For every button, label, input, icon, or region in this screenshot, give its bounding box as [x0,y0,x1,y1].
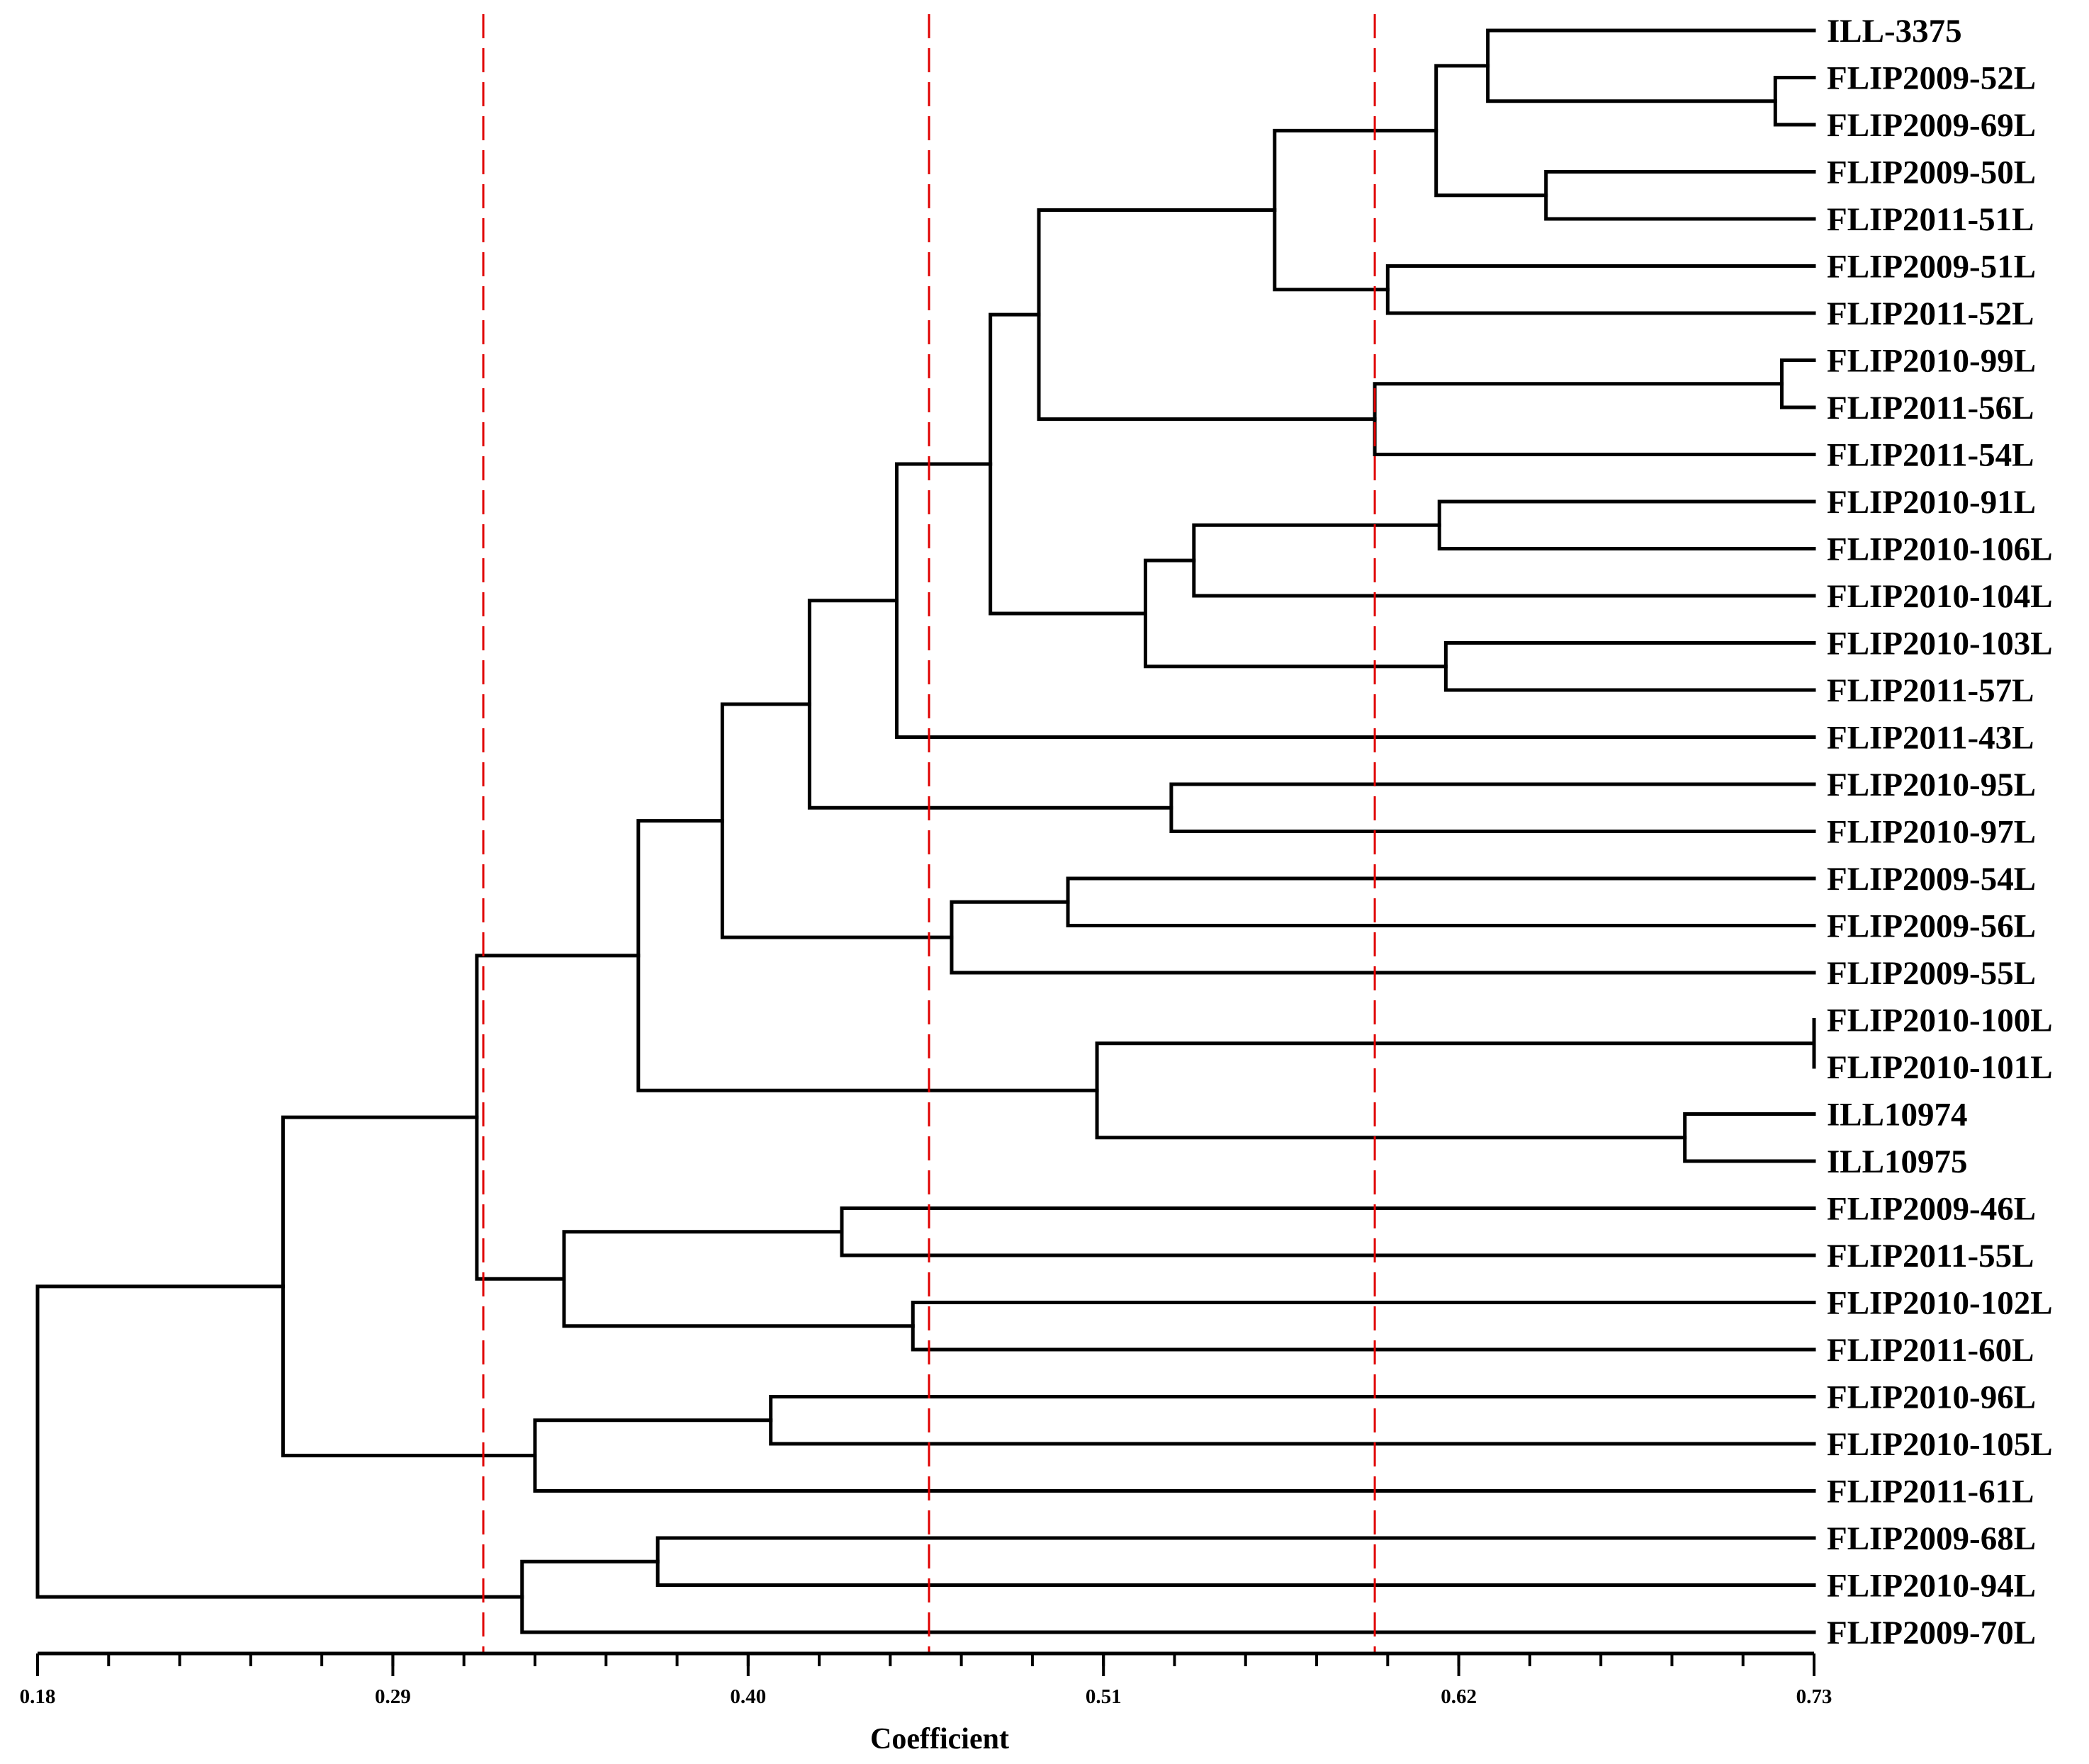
dendrogram-branches [35,28,1816,1634]
branch-k1 [769,1395,1816,1446]
leaf-label: FLIP2010-99L [1827,343,2036,380]
branch-d2 [1192,523,1816,598]
branch-a5 [1385,264,1816,315]
leaf-label: FLIP2009-51L [1827,249,2036,285]
x-tick-label: 0.40 [730,1685,766,1708]
leaf-labels: ILL-3375 FLIP2009-52L FLIP2009-69L FLIP2009… [1827,13,2053,1651]
leaf-label: FLIP2010-103L [1827,626,2053,662]
branch-d1 [1437,499,1816,550]
branch-e4 [720,702,954,939]
leaf-label: FLIP2010-106L [1827,531,2053,568]
branch-f1 [1169,782,1816,833]
leaf-label: FLIP2010-105L [1827,1426,2053,1463]
leaf-label: FLIP2011-60L [1827,1332,2034,1369]
branch-g1 [1066,876,1816,927]
branch-a4 [1434,64,1548,198]
branch-i3 [562,1230,915,1328]
leaf-label: FLIP2010-104L [1827,578,2053,615]
x-tick-label: 0.18 [20,1685,56,1708]
branch-a3 [1544,170,1816,221]
leaf-label: FLIP2009-54L [1827,861,2036,898]
branch-b1 [1779,358,1816,409]
branch-i1 [840,1206,1816,1257]
x-axis-title: Coefficient [870,1723,1009,1755]
leaf-label: ILL10975 [1827,1143,1968,1180]
leaf-label: FLIP2010-96L [1827,1379,2036,1416]
branch-root [35,1284,524,1599]
leaf-label: FLIP2010-94L [1827,1568,2036,1605]
branch-e1 [989,312,1147,616]
leaf-label: FLIP2009-69L [1827,107,2036,144]
leaf-label: FLIP2011-61L [1827,1474,2034,1510]
branch-h3 [1095,1041,1816,1140]
leaf-label: FLIP2009-68L [1827,1520,2036,1557]
x-tick-label: 0.73 [1796,1685,1832,1708]
branch-h2 [1683,1112,1816,1163]
leaf-label: FLIP2010-101L [1827,1049,2053,1086]
x-axis: 0.18 0.29 0.40 0.51 0.62 0.73 [20,1651,1832,1708]
leaf-label: FLIP2009-55L [1827,955,2036,992]
branch-e5 [636,819,1099,1092]
branch-l1 [281,1115,537,1458]
branch-g2 [950,900,1816,975]
branch-c1 [1037,208,1377,422]
leaf-label: FLIP2010-100L [1827,1002,2053,1039]
leaf-label: ILL10974 [1827,1097,1968,1133]
branch-k2 [533,1418,1816,1493]
leaf-label: FLIP2011-55L [1827,1238,2034,1274]
leaf-label: FLIP2010-91L [1827,484,2036,521]
leaf-label: FLIP2010-97L [1827,814,2036,851]
branch-i2 [911,1301,1816,1352]
branch-m1 [655,1536,1816,1587]
leaf-label: FLIP2009-70L [1827,1615,2036,1651]
leaf-label: FLIP2010-95L [1827,767,2036,803]
leaf-label: FLIP2011-56L [1827,390,2034,426]
leaf-label: FLIP2011-57L [1827,672,2034,709]
branch-e3 [807,599,1173,810]
x-tick-label: 0.62 [1441,1685,1477,1708]
leaf-label: FLIP2011-52L [1827,295,2034,332]
leaf-label: FLIP2011-51L [1827,201,2034,238]
branch-a2 [1486,28,1816,103]
leaf-label: FLIP2011-43L [1827,720,2034,757]
branch-b2 [1373,382,1816,456]
x-tick-label: 0.51 [1086,1685,1122,1708]
x-tick-label: 0.29 [375,1685,411,1708]
branch-d3 [1443,641,1816,692]
branch-d4 [1143,558,1448,669]
branch-a1 [1773,76,1816,127]
branch-e2 [894,462,1816,739]
leaf-label: FLIP2011-54L [1827,437,2034,474]
cut-lines [482,14,1376,1653]
leaf-label: FLIP2009-50L [1827,154,2036,191]
branch-m2 [520,1559,1816,1634]
leaf-label: FLIP2009-46L [1827,1191,2036,1228]
leaf-label: ILL-3375 [1827,13,1962,50]
leaf-label: FLIP2009-56L [1827,908,2036,945]
leaf-label: FLIP2009-52L [1827,60,2036,97]
leaf-label: FLIP2010-102L [1827,1285,2053,1322]
